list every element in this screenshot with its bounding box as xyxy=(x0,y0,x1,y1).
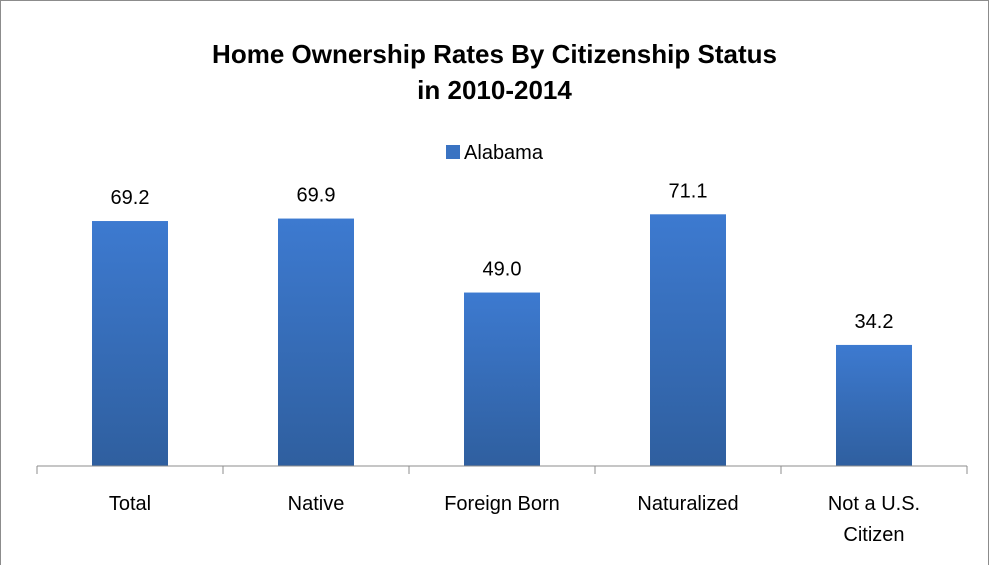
chart-title: Home Ownership Rates By Citizenship Stat… xyxy=(0,36,989,108)
bar-4 xyxy=(650,214,726,466)
chart-legend: Alabama xyxy=(0,140,989,166)
data-label-4: 71.1 xyxy=(669,180,708,202)
chart-title-line-2: in 2010-2014 xyxy=(417,75,572,105)
bar-1 xyxy=(92,221,168,466)
bar-2 xyxy=(278,218,354,466)
data-labels: 69.2 69.9 49.0 71.1 34.2 xyxy=(111,180,894,333)
data-label-2: 69.9 xyxy=(297,185,336,207)
x-axis xyxy=(36,465,968,474)
legend-label: Alabama xyxy=(464,142,543,164)
data-label-3: 49.0 xyxy=(483,259,522,281)
chart-title-line-1: Home Ownership Rates By Citizenship Stat… xyxy=(212,39,777,69)
legend-swatch xyxy=(446,144,461,159)
bars xyxy=(92,214,912,466)
x-tick-label-1: Total xyxy=(109,493,151,515)
bar-5 xyxy=(836,344,912,466)
x-tick-label-2: Native xyxy=(288,493,345,515)
data-label-1: 69.2 xyxy=(111,187,150,209)
x-tick-label-3: Foreign Born xyxy=(444,493,560,515)
data-label-5: 34.2 xyxy=(855,311,894,333)
bar-3 xyxy=(464,292,540,466)
x-tick-label-4: Naturalized xyxy=(637,493,738,515)
x-tick-label-5-line-2: Citizen xyxy=(843,524,904,546)
x-tick-labels: Total Native Foreign Born Naturalized Not a … xyxy=(109,493,920,546)
x-tick-label-5-line-1: Not a U.S. xyxy=(828,493,920,515)
